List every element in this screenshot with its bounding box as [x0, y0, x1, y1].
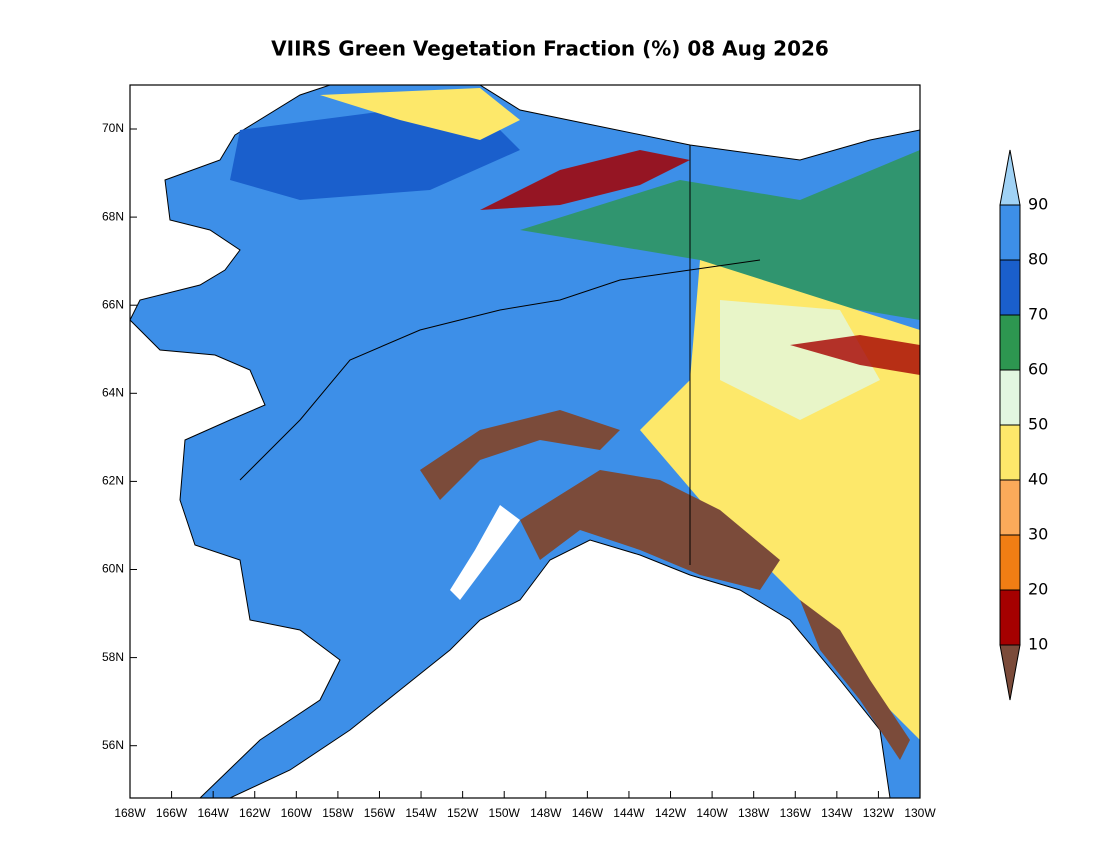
- colorbar-label: 90: [1028, 195, 1048, 214]
- lon-tick-label: 166W: [156, 806, 188, 820]
- colorbar-label: 20: [1028, 580, 1048, 599]
- colorbar-label: 30: [1028, 525, 1048, 544]
- colorbar-band: [999, 534, 1021, 591]
- map-area: [129, 84, 921, 799]
- lon-tick-label: 138W: [738, 806, 770, 820]
- colorbar-band: [999, 424, 1021, 481]
- lat-tick-label: 60N: [102, 562, 124, 576]
- lon-tick-label: 146W: [572, 806, 604, 820]
- colorbar-under: [999, 644, 1021, 701]
- lat-tick-label: 70N: [102, 121, 124, 135]
- lon-tick-label: 130W: [904, 806, 936, 820]
- cook-inlet: [450, 505, 520, 600]
- lat-tick-label: 64N: [102, 385, 124, 399]
- green-zone: [520, 150, 920, 320]
- colorbar-band: [999, 259, 1021, 316]
- coast-range: [800, 600, 910, 760]
- lat-tick-label: 56N: [102, 738, 124, 752]
- lon-tick-label: 152W: [447, 806, 479, 820]
- lon-tick-label: 158W: [322, 806, 354, 820]
- map-frame: [129, 84, 921, 799]
- colorbar-label: 50: [1028, 415, 1048, 434]
- mackenzie-mtns: [790, 335, 920, 375]
- lon-tick-label: 150W: [489, 806, 521, 820]
- lon-tick-label: 160W: [281, 806, 313, 820]
- colorbar-band: [999, 369, 1021, 426]
- lon-tick-label: 154W: [405, 806, 437, 820]
- alaska-range: [420, 410, 620, 500]
- colorbar-label: 10: [1028, 635, 1048, 654]
- yukon-river: [239, 259, 761, 481]
- st-elias-range: [520, 470, 780, 590]
- map-title: VIIRS Green Vegetation Fraction (%) 08 A…: [271, 37, 829, 61]
- lon-tick-label: 134W: [821, 806, 853, 820]
- yellow-north: [320, 88, 520, 140]
- colorbar-band: [999, 204, 1021, 261]
- colorbar-label: 80: [1028, 250, 1048, 269]
- colorbar-label: 60: [1028, 360, 1048, 379]
- lon-tick-label: 142W: [655, 806, 687, 820]
- colorbar-band: [999, 314, 1021, 371]
- lon-tick-label: 132W: [863, 806, 895, 820]
- lat-tick-label: 66N: [102, 297, 124, 311]
- lat-tick-label: 58N: [102, 650, 124, 664]
- lon-tick-label: 136W: [780, 806, 812, 820]
- brooks-range: [480, 150, 690, 210]
- lon-tick-label: 164W: [197, 806, 229, 820]
- colorbar-label: 70: [1028, 305, 1048, 324]
- lon-tick-label: 148W: [530, 806, 562, 820]
- colorbar-band: [999, 479, 1021, 536]
- light-green-zone: [720, 300, 880, 420]
- lon-tick-label: 144W: [613, 806, 645, 820]
- lat-tick-label: 62N: [102, 474, 124, 488]
- lon-tick-label: 168W: [114, 806, 146, 820]
- lon-tick-label: 162W: [239, 806, 271, 820]
- colorbar-band: [999, 589, 1021, 646]
- lon-tick-label: 156W: [364, 806, 396, 820]
- lat-tick-label: 68N: [102, 209, 124, 223]
- colorbar-label: 40: [1028, 470, 1048, 489]
- lon-tick-label: 140W: [696, 806, 728, 820]
- colorbar-over: [999, 149, 1021, 206]
